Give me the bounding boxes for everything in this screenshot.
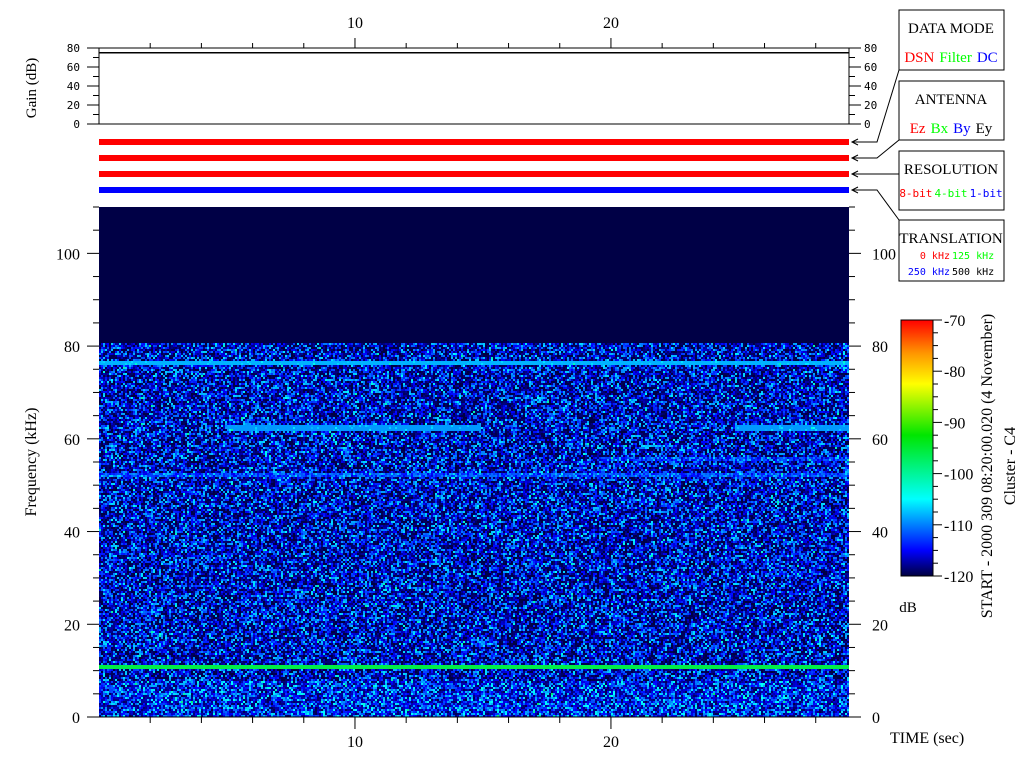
legend-item: 250 kHz bbox=[908, 267, 950, 278]
colorbar-tick-label: -90 bbox=[944, 415, 965, 432]
freq-tick-label: 100 bbox=[872, 246, 896, 263]
freq-tick-label: 20 bbox=[64, 617, 80, 634]
gain-tick-label: 60 bbox=[864, 61, 877, 74]
freq-tick-label: 60 bbox=[872, 432, 888, 449]
mode-bar-translation bbox=[99, 187, 849, 193]
spectrogram-image bbox=[99, 207, 849, 717]
legend-box-data_mode bbox=[898, 9, 1005, 71]
legend-arrow-icon bbox=[850, 186, 859, 194]
freq-tick-label: 0 bbox=[872, 710, 880, 727]
legend-title-resolution: RESOLUTION bbox=[904, 162, 998, 178]
legend-item: 4-bit bbox=[934, 187, 967, 200]
legend-connector bbox=[852, 69, 900, 143]
legend-item: Bx bbox=[931, 121, 949, 137]
colorbar-label: dB bbox=[899, 600, 917, 616]
time-tick-label-top: 10 bbox=[347, 15, 363, 32]
gain-tick-label: 0 bbox=[73, 118, 80, 131]
legend-title-antenna: ANTENNA bbox=[915, 92, 988, 108]
time-tick-label-top: 20 bbox=[603, 15, 619, 32]
gain-tick-label: 0 bbox=[864, 118, 871, 131]
frequency-axis-label: Frequency (kHz) bbox=[23, 408, 40, 517]
freq-tick-label: 80 bbox=[872, 339, 888, 356]
legend-title-data_mode: DATA MODE bbox=[908, 21, 994, 37]
gain-tick-label: 20 bbox=[67, 99, 80, 112]
legend-item: Ey bbox=[976, 121, 993, 137]
freq-tick-label: 40 bbox=[872, 525, 888, 542]
gain-tick-label: 40 bbox=[864, 80, 877, 93]
start-time-label: START - 2000 309 08:20:00.020 (4 Novembe… bbox=[979, 314, 996, 619]
mode-bar-resolution bbox=[99, 171, 849, 177]
legend-connector bbox=[852, 189, 900, 221]
colorbar-tick-label: -80 bbox=[944, 364, 965, 381]
mode-bars bbox=[99, 139, 849, 193]
time-axis-label: TIME (sec) bbox=[890, 730, 964, 747]
legend-item: DC bbox=[977, 50, 998, 66]
legend-items-resolution: 8-bit 4-bit 1-bit bbox=[899, 187, 1002, 200]
legend-connector bbox=[852, 139, 900, 159]
gain-tick-label: 80 bbox=[67, 42, 80, 55]
legend-box-resolution bbox=[898, 150, 1005, 211]
gain-panel: 0 0 20 20 40 40 60 60 80 80 10 20 bbox=[67, 15, 878, 131]
freq-tick-label: 0 bbox=[72, 710, 80, 727]
freq-tick-label: 100 bbox=[56, 246, 80, 263]
freq-tick-label: 40 bbox=[64, 525, 80, 542]
legend-item: 1-bit bbox=[970, 187, 1003, 200]
legend-arrow-icon bbox=[850, 170, 859, 178]
gain-tick-label: 20 bbox=[864, 99, 877, 112]
legend-item: Filter bbox=[939, 50, 972, 66]
legend: DATA MODE DSN Filter DC ANTENNA Ez Bx By Ey RESOL… bbox=[850, 9, 1005, 282]
legend-item: 125 kHz bbox=[952, 251, 994, 262]
colorbar-tick-label: -70 bbox=[944, 313, 965, 330]
gain-tick-label: 80 bbox=[864, 42, 877, 55]
spectrogram-axes: 0 0 20 20 40 40 60 60 80 80 100 100 10 20 bbox=[56, 206, 896, 751]
colorbar-tick-label: -120 bbox=[944, 569, 973, 586]
legend-item: DSN bbox=[904, 50, 934, 66]
gain-tick-label: 40 bbox=[67, 80, 80, 93]
legend-box-translation bbox=[898, 219, 1005, 282]
mode-bar-data-mode bbox=[99, 139, 849, 145]
gain-tick-label: 60 bbox=[67, 61, 80, 74]
legend-arrow-icon bbox=[850, 138, 859, 146]
freq-tick-label: 80 bbox=[64, 339, 80, 356]
legend-item: 500 kHz bbox=[952, 267, 994, 278]
legend-item: 0 kHz bbox=[920, 251, 950, 262]
legend-items-antenna: Ez Bx By Ey bbox=[910, 121, 993, 137]
freq-tick-label: 60 bbox=[64, 432, 80, 449]
colorbar-tick-label: -110 bbox=[944, 518, 973, 535]
legend-item: 8-bit bbox=[899, 187, 932, 200]
time-tick-label: 20 bbox=[603, 734, 619, 751]
colorbar: -70 -80 -90 -100 -110 -120 bbox=[900, 313, 973, 586]
mode-bar-antenna bbox=[99, 155, 849, 161]
gain-axis-label: Gain (dB) bbox=[24, 58, 40, 118]
time-tick-label: 10 bbox=[347, 734, 363, 751]
legend-items-data_mode: DSN Filter DC bbox=[904, 50, 997, 66]
freq-tick-label: 20 bbox=[872, 617, 888, 634]
legend-box-antenna bbox=[898, 80, 1005, 141]
colorbar-tick-label: -100 bbox=[944, 467, 973, 484]
colorbar-scale bbox=[900, 319, 934, 577]
legend-item: Ez bbox=[910, 121, 926, 137]
legend-item: By bbox=[953, 121, 971, 137]
legend-title-translation: TRANSLATION bbox=[899, 231, 1002, 247]
legend-arrow-icon bbox=[850, 154, 859, 162]
spacecraft-label: Cluster - C4 bbox=[1002, 427, 1019, 505]
